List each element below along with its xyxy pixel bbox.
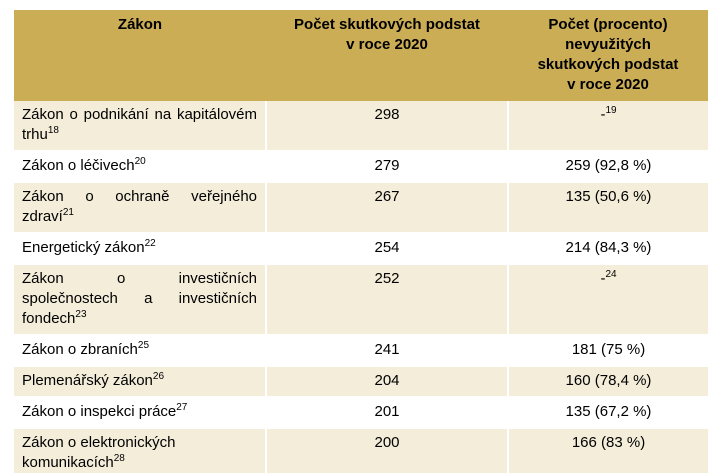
statute-table: Zákon Počet skutkových podstat v roce 20… xyxy=(14,10,708,473)
column-header-count-2020: Počet skutkových podstat v roce 2020 xyxy=(266,10,508,101)
footnote-ref: 19 xyxy=(605,105,617,116)
count-2020-cell: 204 xyxy=(266,365,509,397)
law-name-cell: Zákon o inspekci práce27 xyxy=(14,396,267,428)
table-row: Energetický zákon22 254 214 (84,3 %) xyxy=(14,232,708,264)
law-name-cell: Zákon o léčivech20 xyxy=(14,150,267,182)
count-2020-cell: 267 xyxy=(266,181,509,233)
table-row: Zákon o inspekci práce27 201 135 (67,2 %) xyxy=(14,396,708,428)
header-row: Zákon Počet skutkových podstat v roce 20… xyxy=(14,10,708,101)
unused-count-cell: -24 xyxy=(508,263,708,335)
table-header: Zákon Počet skutkových podstat v roce 20… xyxy=(14,10,708,101)
footnote-ref: 18 xyxy=(47,125,59,136)
column-header-unused-2020: Počet (procento) nevyužitých skutkových … xyxy=(508,10,708,101)
footnote-ref: 28 xyxy=(113,453,125,464)
table-row: Zákon o elektronických komunikacích28 200… xyxy=(14,427,708,473)
footnote-ref: 24 xyxy=(605,269,617,280)
count-2020-cell: 252 xyxy=(266,263,509,335)
table-row: Zákon o zbraních25 241 181 (75 %) xyxy=(14,334,708,366)
unused-count-cell: 214 (84,3 %) xyxy=(508,232,708,264)
footnote-ref: 21 xyxy=(62,207,74,218)
table-body: Zákon o podnikání na kapitálovém trhu18 2… xyxy=(14,101,708,473)
table-row: Zákon o ochraně veřejného zdraví21 267 135… xyxy=(14,181,708,233)
law-name-cell: Zákon o zbraních25 xyxy=(14,334,267,366)
unused-count-cell: -19 xyxy=(508,101,708,151)
table-row: Zákon o podnikání na kapitálovém trhu18 2… xyxy=(14,101,708,151)
law-name-cell: Zákon o elektronických komunikacích28 xyxy=(14,427,267,473)
footnote-ref: 25 xyxy=(137,340,150,351)
law-name-cell: Energetický zákon22 xyxy=(14,232,267,264)
count-2020-cell: 200 xyxy=(266,427,509,473)
unused-count-cell: 135 (67,2 %) xyxy=(508,396,708,428)
footnote-ref: 26 xyxy=(152,371,165,382)
column-header-law: Zákon xyxy=(14,10,266,101)
unused-count-cell: 259 (92,8 %) xyxy=(508,150,708,182)
count-2020-cell: 201 xyxy=(266,396,509,428)
unused-count-cell: 135 (50,6 %) xyxy=(508,181,708,233)
table-row: Zákon o investičních společnostech a inv… xyxy=(14,263,708,335)
footnote-ref: 27 xyxy=(176,402,188,413)
count-2020-cell: 298 xyxy=(266,101,509,151)
unused-count-cell: 181 (75 %) xyxy=(508,334,708,366)
law-name-cell: Zákon o podnikání na kapitálovém trhu18 xyxy=(14,101,267,151)
count-2020-cell: 254 xyxy=(266,232,509,264)
count-2020-cell: 241 xyxy=(266,334,509,366)
footnote-ref: 20 xyxy=(134,156,146,167)
table-row: Zákon o léčivech20 279 259 (92,8 %) xyxy=(14,150,708,182)
footnote-ref: 23 xyxy=(75,309,87,320)
unused-count-cell: 160 (78,4 %) xyxy=(508,365,708,397)
footnote-ref: 22 xyxy=(144,238,156,249)
count-2020-cell: 279 xyxy=(266,150,509,182)
unused-count-cell: 166 (83 %) xyxy=(508,427,708,473)
law-name-cell: Zákon o investičních společnostech a inv… xyxy=(14,263,267,335)
table-row: Plemenářský zákon26 204 160 (78,4 %) xyxy=(14,365,708,397)
law-name-cell: Plemenářský zákon26 xyxy=(14,365,267,397)
law-name-cell: Zákon o ochraně veřejného zdraví21 xyxy=(14,181,267,233)
